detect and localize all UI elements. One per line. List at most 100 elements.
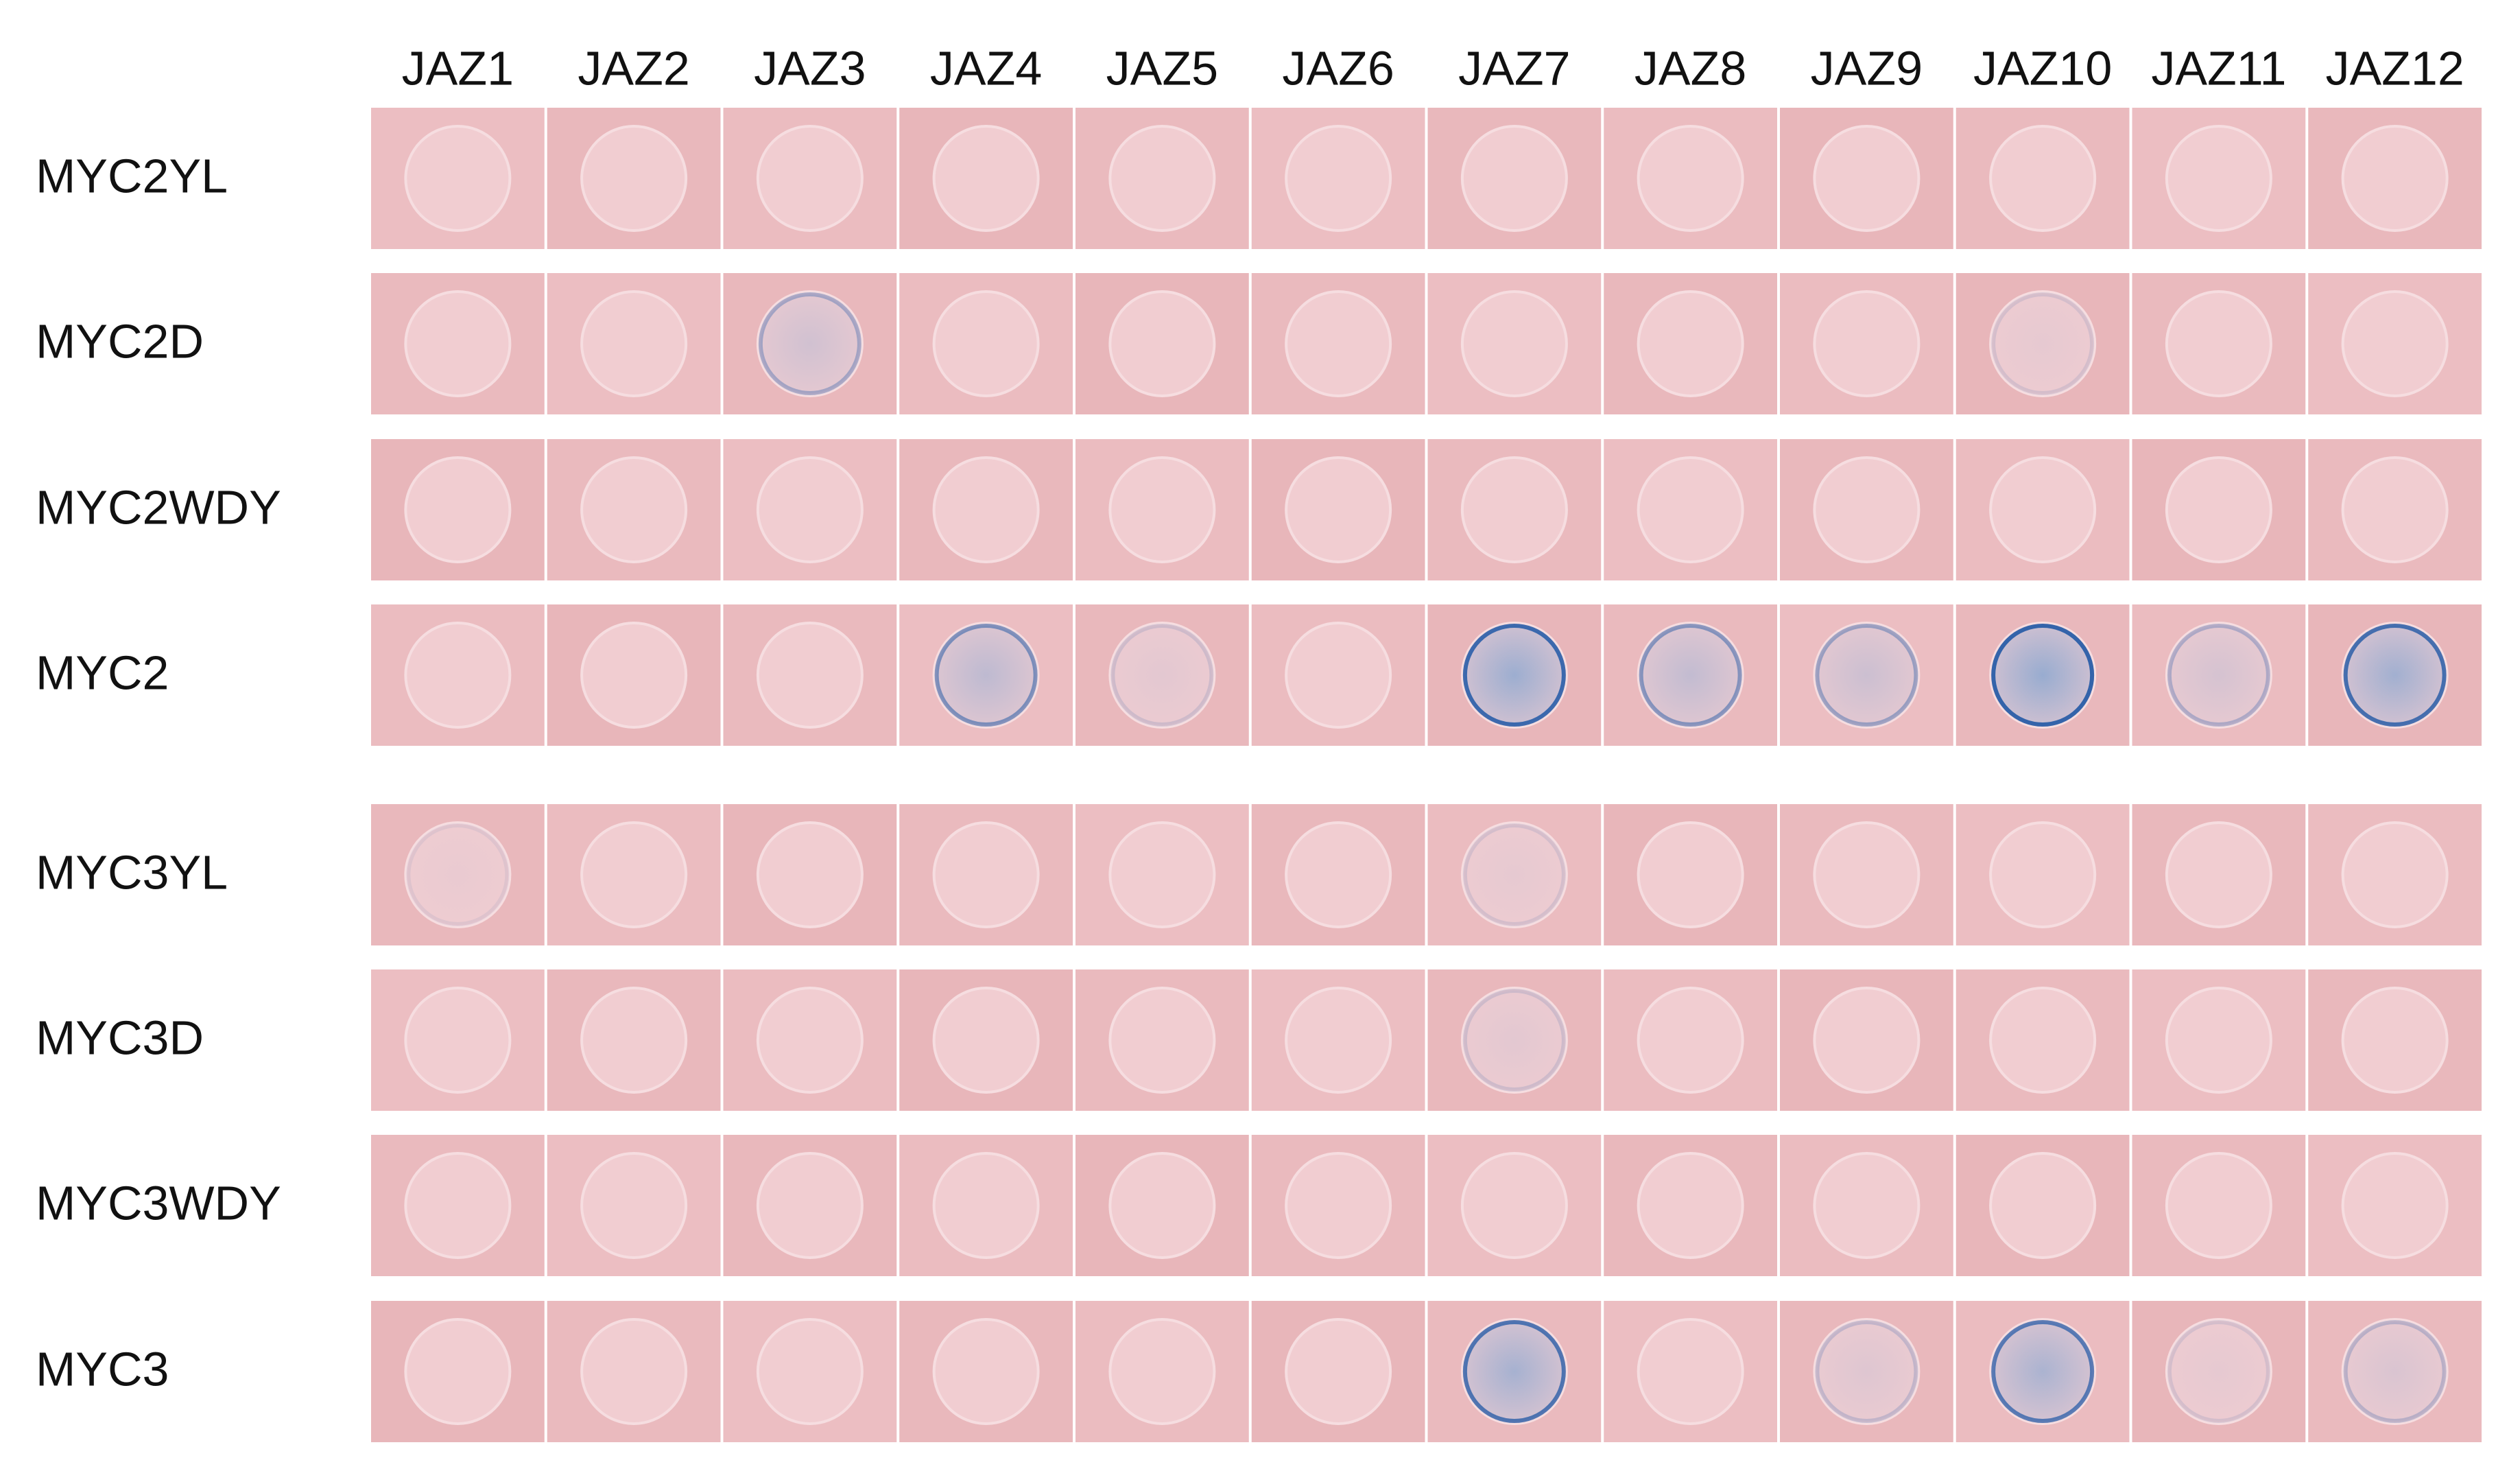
yeast-spot [1813, 456, 1921, 563]
column-label: JAZ7 [1458, 41, 1570, 95]
yeast-spot [2341, 456, 2449, 563]
blue-ring [2167, 624, 2270, 727]
yeast-spot [580, 987, 688, 1094]
blue-ring [1462, 1320, 1566, 1423]
yeast-spot [756, 987, 864, 1094]
yeast-spot [404, 987, 512, 1094]
row-label: MYC3WDY [36, 1176, 281, 1230]
yeast-spot [1637, 456, 1744, 563]
yeast-spot [2165, 987, 2272, 1094]
yeast-spot [1285, 1152, 1392, 1259]
yeast-spot [2165, 1152, 2272, 1259]
yeast-spot [404, 1152, 512, 1259]
yeast-spot [1813, 290, 1921, 397]
yeast-spot [2341, 290, 2449, 397]
blue-stain [1993, 1322, 2093, 1421]
yeast-spot [1108, 1152, 1216, 1259]
yeast-spot [1460, 290, 1568, 397]
yeast-spot [1813, 821, 1921, 928]
blue-stain [1817, 1322, 1916, 1421]
yeast-spot [1108, 1318, 1216, 1425]
yeast-spot [1108, 821, 1216, 928]
yeast-spot [2165, 125, 2272, 232]
blue-ring [1991, 1320, 2095, 1423]
blue-stain [760, 294, 859, 393]
column-label: JAZ3 [754, 41, 866, 95]
yeast-spot [932, 987, 1040, 1094]
yeast-spot [1989, 987, 2097, 1094]
yeast-spot [1285, 821, 1392, 928]
yeast-spot [756, 1318, 864, 1425]
yeast-spot [580, 125, 688, 232]
yeast-spot [1460, 125, 1568, 232]
yeast-spot [1637, 821, 1744, 928]
column-label: JAZ4 [930, 41, 1042, 95]
blue-stain [1113, 626, 1212, 725]
yeast-spot [1989, 456, 2097, 563]
row-label: MYC3 [36, 1342, 169, 1396]
blue-stain [1993, 626, 2093, 725]
row-label: MYC3D [36, 1011, 204, 1064]
row-label: MYC2 [36, 646, 169, 699]
yeast-spot [2341, 987, 2449, 1094]
column-label: JAZ2 [578, 41, 689, 95]
yeast-spot [1285, 1318, 1392, 1425]
column-label: JAZ10 [1973, 41, 2112, 95]
yeast-spot [2165, 456, 2272, 563]
blue-stain [1464, 626, 1564, 725]
yeast-spot [1285, 622, 1392, 729]
yeast-spot [756, 456, 864, 563]
yeast-spot [580, 622, 688, 729]
yeast-spot [1460, 1152, 1568, 1259]
yeast-spot [1813, 125, 1921, 232]
yeast-spot [404, 290, 512, 397]
column-label: JAZ12 [2325, 41, 2464, 95]
yeast-spot [1285, 125, 1392, 232]
yeast-spot [756, 125, 864, 232]
yeast-spot [404, 1318, 512, 1425]
yeast-spot [2165, 290, 2272, 397]
blue-ring [1462, 624, 1566, 727]
blue-stain [1993, 294, 2093, 393]
column-label: JAZ6 [1282, 41, 1394, 95]
yeast-spot [932, 290, 1040, 397]
blue-ring [2343, 1320, 2447, 1423]
yeast-spot [404, 125, 512, 232]
column-label: JAZ11 [2151, 41, 2286, 95]
column-label: JAZ8 [1635, 41, 1746, 95]
row-label: MYC2YL [36, 149, 228, 202]
yeast-spot [1108, 987, 1216, 1094]
yeast-spot [1285, 290, 1392, 397]
yeast-spot [1989, 1152, 2097, 1259]
yeast-spot [580, 1152, 688, 1259]
yeast-spot [1813, 987, 1921, 1094]
yeast-spot [1460, 456, 1568, 563]
yeast-spot [1108, 290, 1216, 397]
yeast-spot [404, 456, 512, 563]
blue-ring [406, 823, 510, 926]
yeast-spot [756, 1152, 864, 1259]
yeast-spot [932, 821, 1040, 928]
blue-stain [1641, 626, 1740, 725]
blue-ring [1639, 624, 1742, 727]
blue-stain [408, 825, 508, 924]
yeast-spot [1637, 290, 1744, 397]
yeast-spot [1108, 456, 1216, 563]
blue-stain [936, 626, 1036, 725]
yeast-spot [932, 1318, 1040, 1425]
yeast-spot [580, 290, 688, 397]
row-label: MYC3YL [36, 845, 228, 899]
yeast-spot [1989, 821, 2097, 928]
column-label: JAZ1 [402, 41, 514, 95]
blue-ring [934, 624, 1038, 727]
blue-ring [1815, 1320, 1918, 1423]
blue-ring [1991, 624, 2095, 727]
blue-ring [1991, 292, 2095, 395]
column-label: JAZ5 [1106, 41, 1218, 95]
blue-stain [2345, 626, 2445, 725]
yeast-spot [2341, 125, 2449, 232]
yeast-spot [756, 821, 864, 928]
blue-stain [1817, 626, 1916, 725]
